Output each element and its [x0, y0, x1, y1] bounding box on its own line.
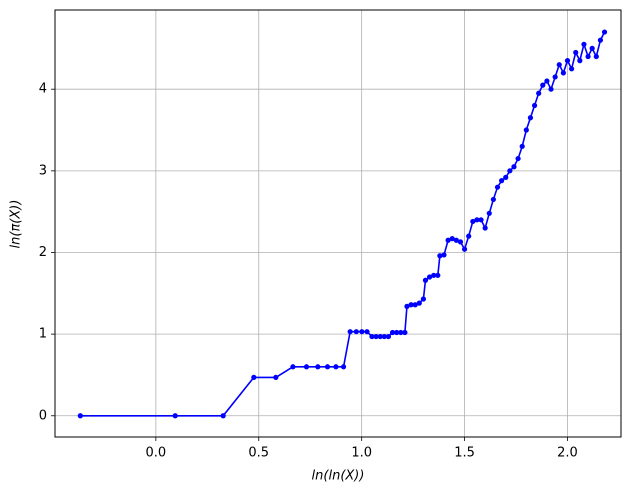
point: [573, 49, 579, 56]
point: [435, 272, 441, 278]
point: [457, 239, 464, 245]
point: [511, 164, 517, 170]
point: [420, 296, 427, 302]
point: [394, 329, 400, 336]
point: [402, 329, 408, 336]
point: [569, 66, 575, 72]
point: [499, 178, 505, 184]
y-tick-label: 0: [39, 408, 47, 423]
point: [369, 333, 375, 340]
point: [364, 329, 370, 335]
point: [333, 364, 339, 370]
point: [466, 233, 472, 239]
point: [449, 236, 455, 242]
point: [527, 115, 534, 121]
point: [290, 364, 296, 370]
point: [548, 86, 554, 92]
point: [220, 413, 226, 419]
point: [581, 41, 587, 47]
point: [519, 143, 525, 149]
y-tick-label: 4: [39, 82, 47, 97]
x-tick-label: 0.0: [146, 446, 167, 461]
point: [426, 274, 433, 280]
point: [353, 329, 359, 335]
x-tick-label: 0.5: [248, 446, 269, 461]
point: [482, 225, 488, 231]
point: [585, 53, 591, 60]
point: [540, 82, 546, 88]
series-line: [80, 31, 606, 417]
x-tick-label: 2.0: [557, 446, 578, 461]
point: [445, 237, 451, 243]
point: [389, 329, 396, 336]
point: [486, 210, 492, 216]
point: [544, 78, 550, 84]
point: [461, 246, 468, 252]
point: [381, 333, 387, 340]
point: [589, 45, 595, 51]
point: [523, 127, 529, 133]
point: [490, 196, 496, 203]
point: [315, 364, 321, 370]
point: [251, 374, 257, 380]
point: [377, 333, 383, 340]
point: [431, 272, 437, 278]
point: [560, 70, 566, 76]
point: [593, 53, 599, 60]
point: [531, 102, 538, 109]
point: [416, 300, 422, 306]
point: [404, 303, 410, 309]
point: [494, 184, 501, 190]
point: [385, 333, 392, 340]
point: [597, 37, 604, 43]
point: [601, 29, 608, 35]
x-axis-label: ln(ln(X)): [312, 469, 365, 484]
point: [556, 62, 562, 68]
point: [564, 58, 571, 64]
point: [172, 413, 178, 419]
point: [507, 168, 513, 174]
point: [577, 58, 583, 64]
point: [422, 277, 429, 283]
y-tick-label: 1: [39, 327, 47, 342]
y-axis-label: ln(π(X)): [9, 200, 24, 249]
point: [398, 329, 404, 336]
point: [453, 237, 459, 243]
point: [303, 364, 310, 370]
point: [273, 374, 279, 380]
point: [347, 329, 353, 335]
point: [437, 253, 443, 259]
point: [77, 413, 83, 419]
plot-frame: [54, 9, 622, 438]
point: [474, 217, 480, 223]
y-tick-label: 3: [39, 163, 47, 178]
point: [340, 364, 347, 370]
point: [412, 302, 418, 308]
point: [359, 329, 365, 335]
point: [408, 302, 414, 308]
point: [324, 364, 331, 370]
y-tick-label: 2: [39, 245, 47, 260]
point: [515, 155, 521, 162]
x-tick-label: 1.5: [454, 446, 475, 461]
point: [470, 218, 476, 225]
point: [441, 252, 447, 258]
point: [478, 217, 484, 223]
x-tick-label: 1.0: [351, 446, 372, 461]
point: [373, 333, 379, 340]
point: [536, 90, 542, 96]
point: [503, 174, 509, 180]
point: [552, 74, 558, 80]
